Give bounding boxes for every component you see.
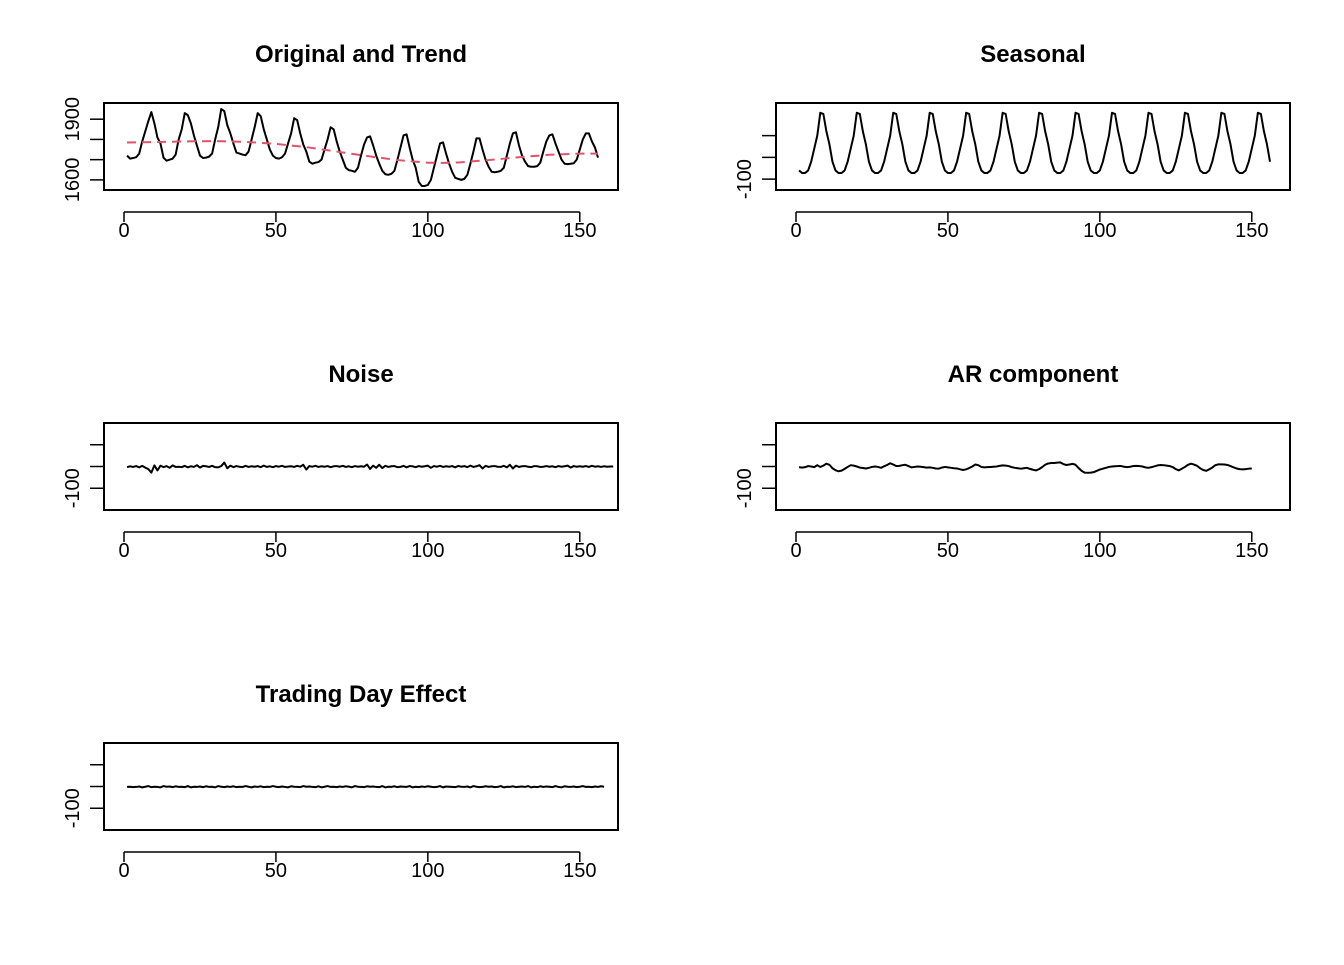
chart-title: Trading Day Effect [256, 681, 467, 708]
x-tick-label: 100 [411, 540, 444, 562]
x-tick-label: 150 [1235, 540, 1268, 562]
chart-title: Noise [328, 361, 393, 388]
x-tick-label: 150 [563, 220, 596, 242]
plot-frame [103, 102, 619, 191]
series-line-noise [126, 461, 614, 474]
x-tick-label: 0 [118, 540, 129, 562]
x-tick-label: 100 [1083, 540, 1116, 562]
y-axis: -100 [734, 134, 776, 199]
chart-title: Seasonal [980, 41, 1085, 68]
x-tick-label: 0 [118, 220, 129, 242]
plot-frame [775, 102, 1291, 191]
x-tick-label: 50 [265, 540, 287, 562]
series-line-trading-day [126, 785, 605, 789]
x-tick-label: 50 [265, 860, 287, 882]
x-axis: 0 50 100 150 [790, 211, 1268, 242]
chart-title: Original and Trend [255, 41, 467, 68]
x-tick-label: 150 [563, 540, 596, 562]
panel-trading-day: Trading Day Effect 0 50 100 150 -100 [62, 681, 619, 882]
y-axis: -100 [734, 444, 776, 508]
y-axis: 1600 1900 [62, 97, 104, 202]
panel-original-trend: Original and Trend 0 50 100 150 1600 1900 [62, 41, 619, 242]
series-line-ar [798, 461, 1252, 474]
x-tick-label: 0 [790, 540, 801, 562]
x-tick-label: 50 [265, 220, 287, 242]
x-tick-label: 150 [1235, 220, 1268, 242]
x-tick-label: 50 [937, 540, 959, 562]
y-tick-label: -100 [734, 468, 756, 508]
x-axis: 0 50 100 150 [790, 531, 1268, 562]
x-axis: 0 50 100 150 [118, 851, 596, 882]
x-tick-label: 150 [563, 860, 596, 882]
x-axis: 0 50 100 150 [118, 211, 596, 242]
x-tick-label: 0 [118, 860, 129, 882]
y-tick-label: 1900 [62, 97, 84, 141]
x-tick-label: 100 [1083, 220, 1116, 242]
y-tick-label: -100 [62, 788, 84, 828]
y-tick-label: 1600 [62, 158, 84, 203]
x-axis: 0 50 100 150 [118, 531, 596, 562]
chart-title: AR component [948, 361, 1119, 388]
y-axis: -100 [62, 764, 104, 828]
x-tick-label: 50 [937, 220, 959, 242]
series-line-seasonal [798, 111, 1271, 175]
panel-seasonal: Seasonal 0 50 100 150 -100 [734, 41, 1291, 242]
x-tick-label: 100 [411, 220, 444, 242]
series-line-original [126, 108, 599, 187]
panel-noise: Noise 0 50 100 150 -100 [62, 361, 619, 562]
y-tick-label: -100 [734, 159, 756, 199]
x-tick-label: 100 [411, 860, 444, 882]
series-line-trend [127, 140, 598, 164]
panel-ar-component: AR component 0 50 100 150 -100 [734, 361, 1291, 562]
y-tick-label: -100 [62, 468, 84, 508]
x-tick-label: 0 [790, 220, 801, 242]
y-axis: -100 [62, 444, 104, 508]
